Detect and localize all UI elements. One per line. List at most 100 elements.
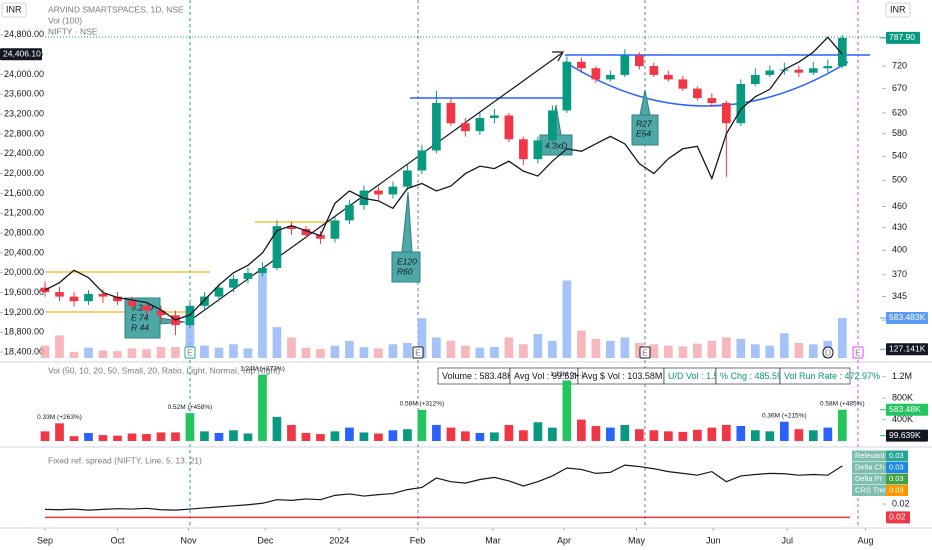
volume-bar [84,432,93,441]
currency[interactable]: INR [890,4,906,14]
volume-bar [475,432,485,441]
overlay-volume-bar [664,345,673,358]
overlay-volume-bar [98,350,108,358]
currency-box[interactable] [885,2,911,18]
overlay-volume-bar [837,317,847,358]
candle-body [461,123,470,132]
candle-body [837,37,847,67]
y2-tick-label: 20,400.00 [4,247,44,257]
legend-badge-value: 0.03 [889,462,904,471]
candle-body [533,140,543,160]
volume-badge-bg [886,403,928,416]
x-tick-label: Nov [181,535,198,545]
candle-body [258,267,267,273]
volume-bar [156,432,166,441]
legend-badge-name: Delta Ch [855,462,884,471]
overlay-volume-bar [678,346,688,358]
y-tick-label: 720 [892,60,907,70]
callout [631,89,659,146]
candle-body [301,229,311,235]
overlay-volume-bar [200,345,209,358]
stat-text: Vol Run Rate : 472.97% [784,371,880,381]
volume-bar [330,431,340,441]
x-tick-label: Oct [110,535,125,545]
overlay-volume-bar [127,348,137,358]
currency-box[interactable] [1,2,27,18]
y2-tick-label: 18,400.00 [4,346,44,356]
currency[interactable]: INR [6,4,22,14]
overlay-volume-bar [229,344,238,358]
overlay-volume-bar [736,338,746,358]
x-tick-label: Dec [257,535,274,545]
candle-body [707,98,717,103]
overlay-volume-bar [55,335,64,358]
symbol-legend: ARVIND SMARTSPACES, 1D, NSE [48,4,184,14]
y2-tick-label: 22,000.00 [4,168,44,178]
overlay-volume-bar [214,347,224,358]
overlay-volume-bar [40,345,50,358]
overlay-volume-bar [606,340,615,358]
candle-body [200,296,209,306]
overlay-volume-bar [142,349,151,358]
overlay-volume-bar [171,347,180,358]
volume-bar [562,380,572,441]
volume-bar [417,409,427,441]
callout-text: 4.3xD [545,140,567,150]
stat-text: Avg Vol : 99.63K [514,371,580,381]
overlay-volume-bar [345,340,354,358]
callout-text: R60 [397,266,413,276]
volume-label: 0.58M (+312%) [400,401,445,408]
event-label: D [825,347,831,357]
volume-bar [446,427,456,441]
volume-bar [678,431,688,441]
overlay-volume-bar [156,347,166,358]
event-label: E [855,347,861,357]
volume-bar [432,424,441,441]
volume-bar [345,427,354,441]
event-label: E [187,347,193,357]
overlay-volume-bar [287,337,296,358]
overlay-volume-bar [750,344,760,358]
candle-body [504,115,514,140]
overlay-volume-bar [403,342,412,358]
volume-bar [142,434,151,441]
volume-bar [837,409,847,441]
y-tick-label: 345 [892,291,907,301]
overlay-volume-bar [374,348,383,358]
callout-text: E120 [397,256,417,266]
overlay-volume-bar [258,272,267,358]
y2-tick-label: 20,800.00 [4,227,44,237]
y-tick-label: 670 [892,83,907,93]
candle-body [446,102,456,124]
legend-badge-value-bg [886,462,908,473]
candle-body [736,83,746,124]
candle-body [113,296,122,302]
candle-body [388,186,398,195]
candle-body [606,74,615,80]
volume-bar [98,435,108,441]
x-tick-label: 2024 [329,535,349,545]
candle-body [490,115,499,119]
volume-bar [692,429,702,441]
candle-body [55,292,64,297]
cup-curve [564,61,849,107]
candle-body [127,301,137,306]
volume-bar [272,416,282,441]
y2-tick-label: 24,000.00 [4,69,44,79]
candle-body [330,220,340,239]
y2-tick-label: 22,800.00 [4,128,44,138]
candle-body [548,110,557,141]
y-tick-label: 400K [892,414,913,424]
spread-legend: Fixed ref. spread (NIFTY, Line, 5, 13, 2… [48,455,202,465]
candle-body [243,272,253,279]
volume-bar [258,374,267,441]
volume-label: 0.33M (+263%) [37,414,82,421]
stat-text: Avg $ Vol : 103.58M [582,371,662,381]
reference-badge: 0.02 [889,512,906,522]
volume-bar [127,433,137,441]
overlay-volume-bar [301,347,311,358]
overlay-volume-bar [692,343,702,358]
volume-bar [649,430,659,441]
overlay-volume-bar [620,337,630,358]
volume-bar [229,430,238,441]
